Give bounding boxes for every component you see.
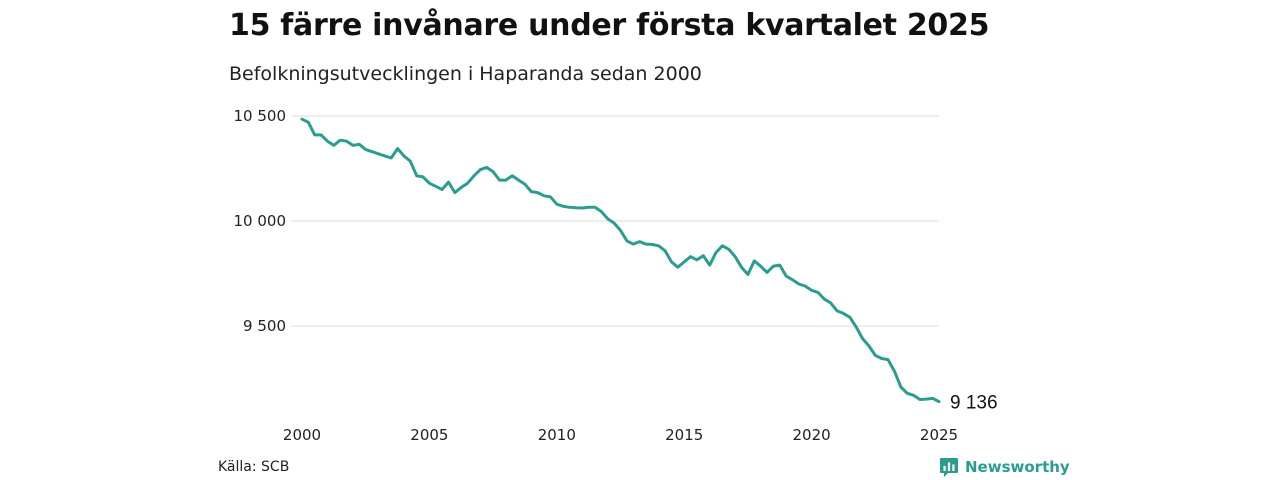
chart-title: 15 färre invånare under första kvartalet… (229, 8, 990, 43)
newsworthy-logo: Newsworthy (939, 457, 1070, 477)
x-tick-label: 2020 (793, 426, 831, 444)
y-tick-label: 10 000 (234, 212, 287, 230)
end-label-layer: 9 136 (950, 393, 998, 414)
brand-name: Newsworthy (965, 458, 1070, 476)
end-value-label: 9 136 (950, 393, 998, 414)
y-tick-label: 9 500 (243, 317, 286, 335)
y-tick-label: 10 500 (234, 107, 287, 125)
series-layer (300, 117, 941, 404)
x-axis-ticks: 2000 2005 2010 2015 2020 2025 (283, 426, 958, 444)
gridlines (291, 115, 939, 327)
source-note: Källa: SCB (218, 459, 290, 475)
y-axis-ticks: 9 500 10 000 10 500 (234, 107, 287, 335)
x-tick-label: 2005 (410, 426, 448, 444)
x-tick-label: 2010 (538, 426, 576, 444)
bar-chart-speech-bubble-icon (940, 458, 958, 477)
x-tick-label: 2000 (283, 426, 321, 444)
series-line-0 (300, 117, 941, 404)
chart-subtitle: Befolkningsutvecklingen i Haparanda seda… (229, 63, 702, 85)
x-tick-label: 2025 (920, 426, 958, 444)
x-tick-label: 2015 (665, 426, 703, 444)
